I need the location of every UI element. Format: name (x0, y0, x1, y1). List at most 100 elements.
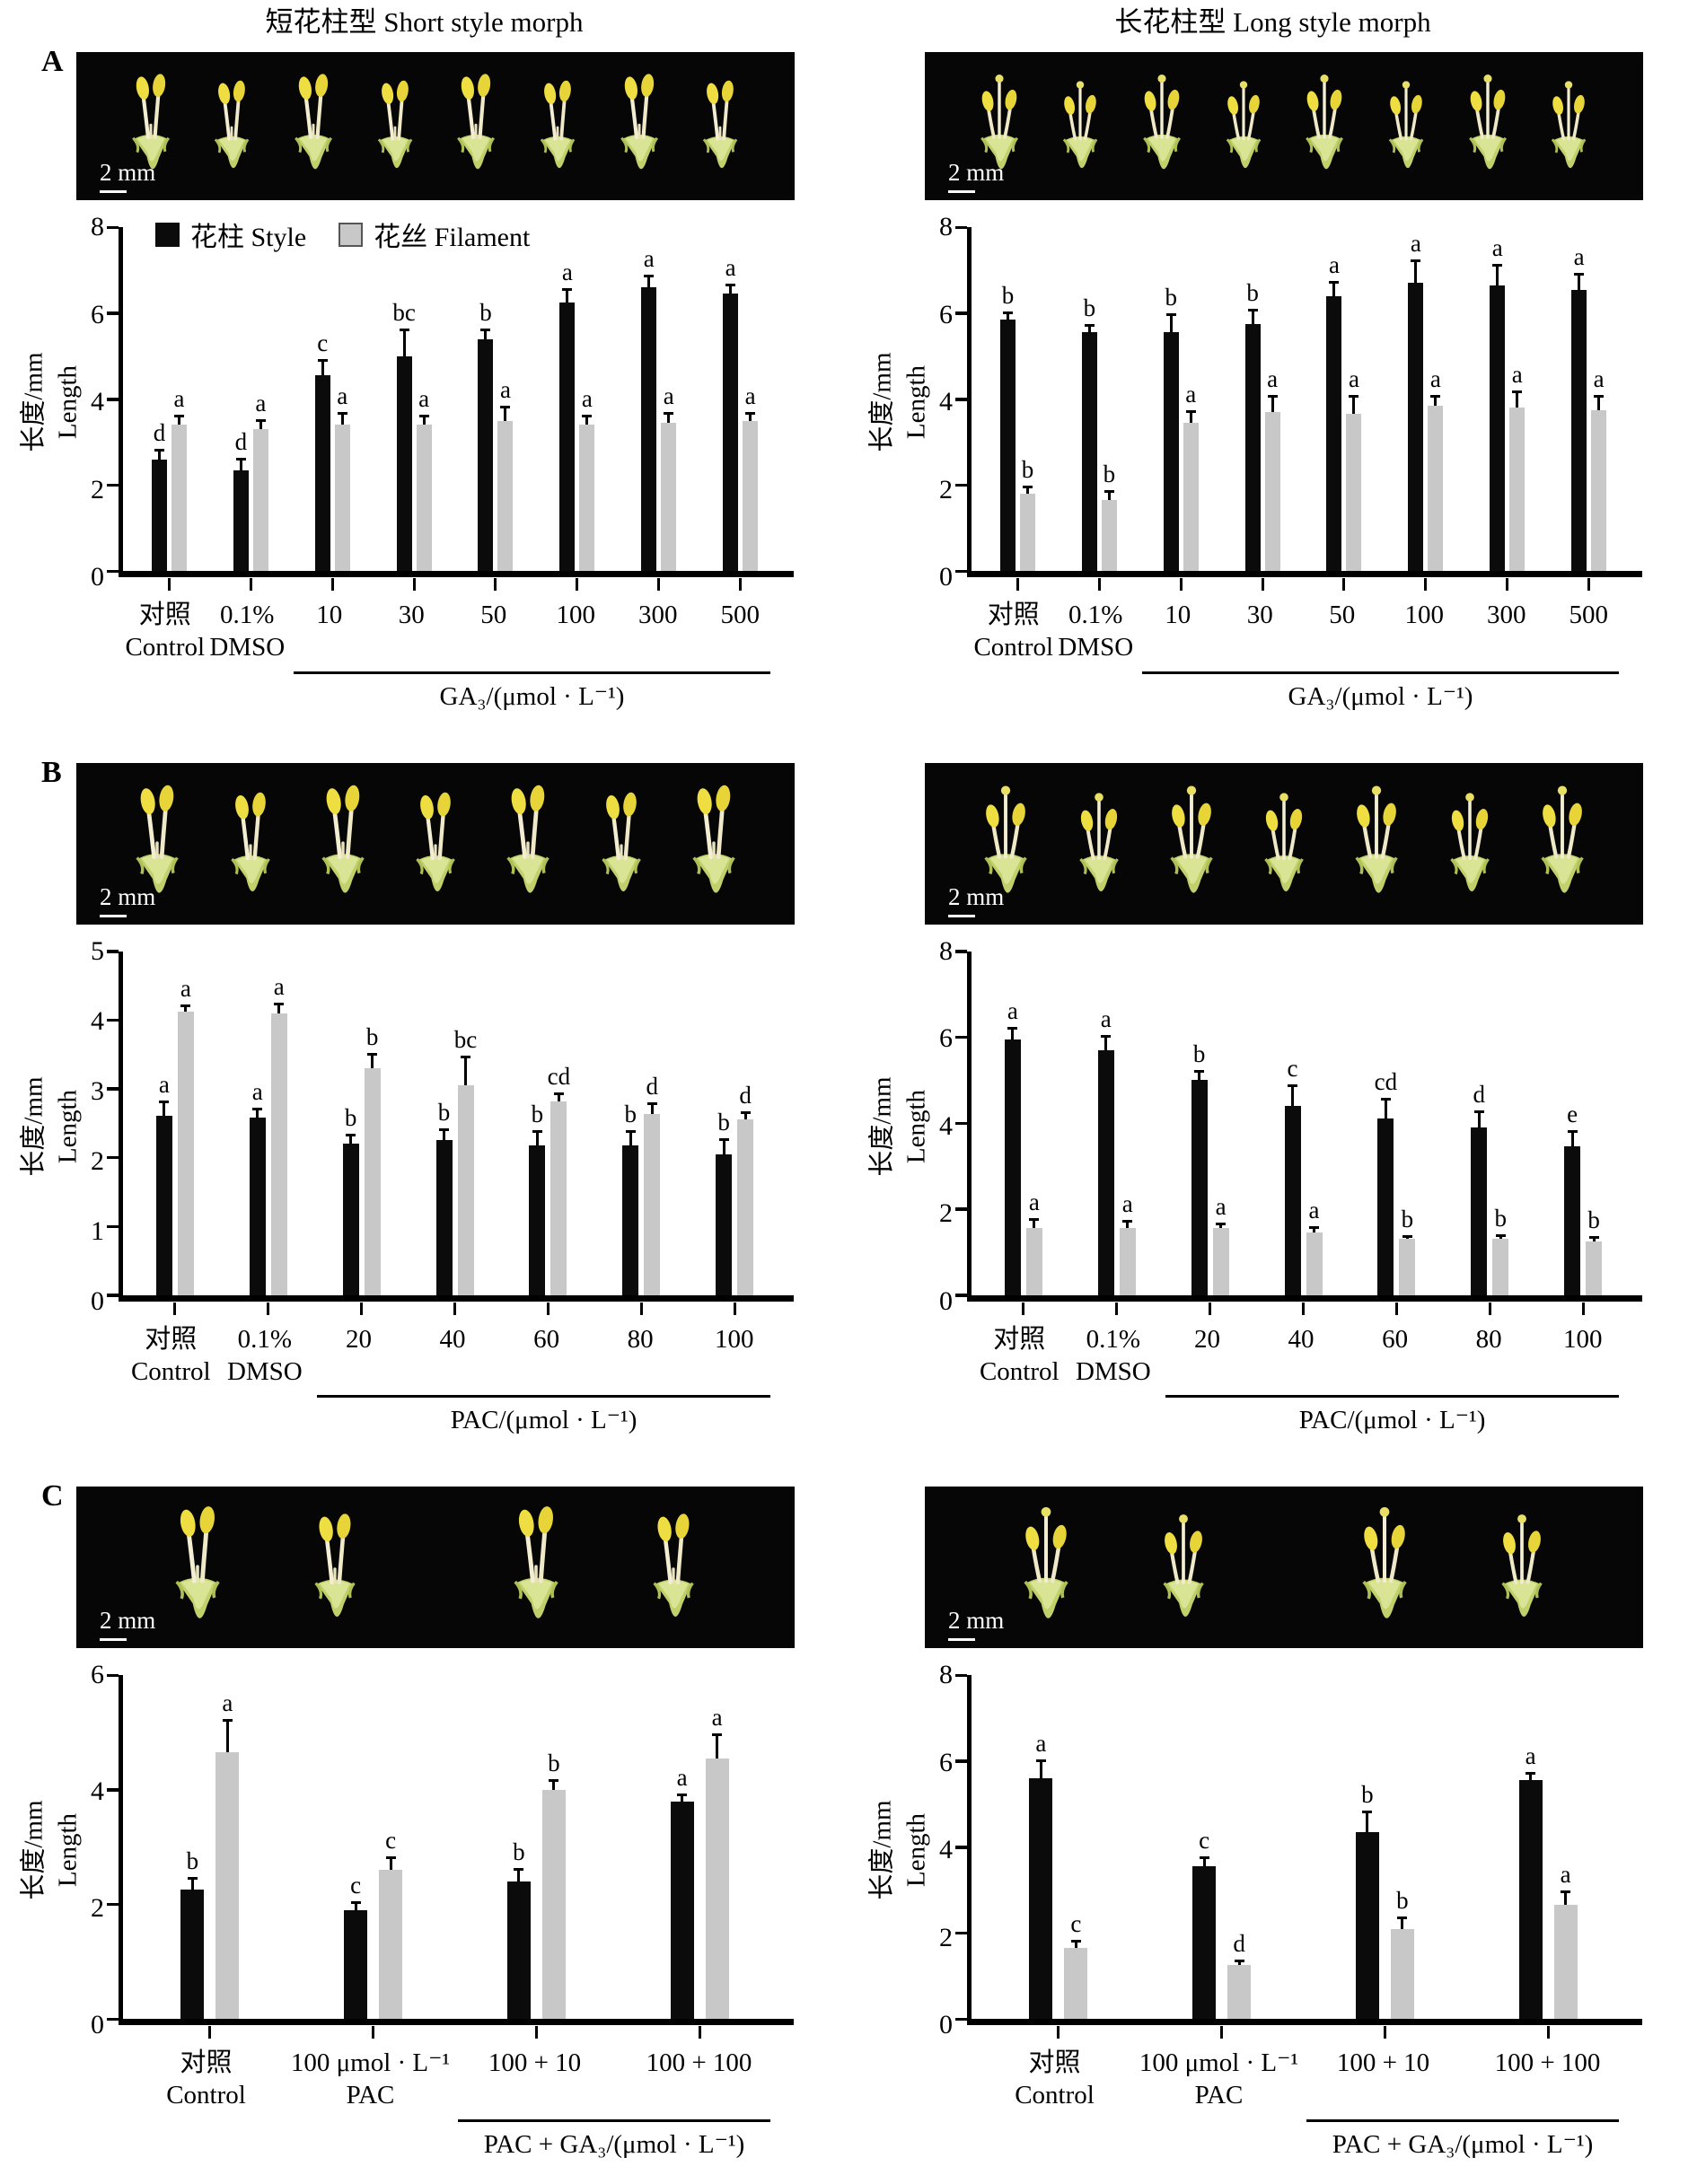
x-category-label: 80 (594, 1323, 688, 1389)
error-bar (1499, 1235, 1502, 1240)
error-bar-cap (562, 287, 573, 291)
x-category-label: 100 + 10 (453, 2047, 617, 2112)
treatment-group-row: PAC/(μmol · L⁻¹) (124, 1395, 781, 1472)
x-category-label: 对照 Control (124, 2047, 288, 2112)
significance-letter: c (385, 1827, 397, 1855)
error-bar (743, 1112, 747, 1120)
flower-illustration (295, 74, 332, 170)
x-category-line1: 20 (345, 1324, 372, 1354)
significance-letter: a (643, 245, 655, 273)
flower-illustration (1226, 81, 1261, 169)
significance-letter: b (1165, 284, 1177, 311)
y-tick-label: 0 (939, 1285, 953, 1316)
y-tick-label: 0 (91, 1285, 104, 1316)
significance-letter: b (344, 1103, 357, 1131)
x-category-line1: 100 (1404, 601, 1445, 630)
error-bar (1401, 1917, 1404, 1929)
significance-letter: b (624, 1101, 637, 1128)
flower-illustration (321, 785, 365, 893)
bar-rect (1377, 1118, 1394, 1295)
x-tick-mark (534, 2026, 538, 2039)
error-bar (552, 1781, 556, 1790)
bar-rect (155, 1116, 172, 1295)
filament-bar: b (364, 952, 381, 1295)
x-tick-mark (330, 578, 334, 592)
error-bar-cap (1574, 272, 1585, 276)
filament-bar: a (705, 1675, 729, 2020)
filament-bar: b (1019, 227, 1035, 572)
x-tick-mark (576, 578, 579, 592)
flower-illustration (175, 1506, 220, 1618)
error-bar-cap (1561, 1890, 1571, 1893)
flower-illustration (136, 785, 180, 893)
y-tick-label: 8 (939, 212, 953, 242)
filament-bar: a (1025, 952, 1042, 1295)
error-bar-cap (677, 1794, 688, 1797)
y-tick-label: 8 (939, 935, 953, 966)
plot-area: a a a a b b b bc b cd b d b d (107, 950, 794, 1315)
chart-C-short-morph: 长度/mm Length 0 2 4 6 b a c c b b a a 对照 Control 100 μmol… (19, 1662, 794, 2184)
style-bar: c (314, 227, 330, 572)
significance-letter: c (350, 1872, 362, 1899)
significance-letter: a (1308, 1197, 1320, 1224)
x-category-line1: 80 (627, 1324, 654, 1354)
error-bar (1169, 315, 1173, 333)
significance-letter: a (1121, 1190, 1133, 1218)
long-morph-title: 长花柱型 Long style morph (1114, 6, 1431, 38)
error-bar (1352, 397, 1356, 415)
short-morph-title: 短花柱型 Short style morph (265, 6, 584, 38)
significance-letter: c (1287, 1055, 1298, 1083)
filament-bar: d (737, 952, 754, 1295)
x-category-label: 0.1% DMSO (218, 1323, 312, 1389)
y-tick-label: 4 (91, 1776, 104, 1807)
y-tick-label: 4 (939, 387, 953, 417)
significance-letter: a (1593, 365, 1605, 393)
bar-rect (1097, 1049, 1114, 1295)
scale-bar-label: 2 mm (100, 159, 156, 187)
error-bar (321, 360, 324, 376)
y-axis-tick-labels: 0 1 2 3 4 5 (77, 937, 119, 1314)
error-bar (177, 416, 180, 425)
bar-rect (1509, 408, 1526, 572)
bar-rect (171, 425, 187, 572)
x-tick-mark (173, 1302, 177, 1315)
significance-letter: c (1070, 1909, 1082, 1937)
filament-bar: a (1264, 227, 1280, 572)
x-tick-mark (167, 578, 171, 592)
x-category-label: 0.1% DMSO (207, 599, 289, 664)
x-category-line2: DMSO (226, 1356, 303, 1386)
x-category-label: 20 (1160, 1323, 1254, 1389)
significance-letter: b (1396, 1886, 1409, 1914)
error-bar (190, 1878, 194, 1890)
error-bar-cap (399, 329, 409, 331)
treatment-underline: PAC + GA₃/(μmol · L⁻¹) (1306, 2118, 1619, 2161)
error-bar (517, 1870, 521, 1881)
x-tick-mark (1546, 2026, 1550, 2039)
panel-B-long-column: 2 mm 长度/mm Length 0 2 4 6 8 a a a a b a c a cd b d b e b 对照 Co… (848, 750, 1697, 1473)
x-category-line2: Control (979, 1356, 1060, 1386)
x-category-label: 30 (371, 599, 453, 664)
error-bar (402, 330, 406, 356)
error-bar (1011, 1028, 1015, 1039)
x-category-line2: PAC (1194, 2081, 1244, 2110)
style-bar: cd (1375, 952, 1397, 1295)
y-tick-label: 6 (939, 1023, 953, 1054)
x-category-line2: DMSO (1058, 633, 1134, 662)
error-bar (157, 451, 161, 460)
significance-letter: b (548, 1750, 560, 1777)
significance-letter: b (365, 1022, 379, 1050)
significance-letter: a (1028, 1188, 1040, 1215)
panel-A: A 2 mm 长度/mm Length 0 2 4 6 8 花柱 Style 花丝 Filame… (0, 39, 1697, 749)
significance-letter: a (663, 382, 674, 410)
chart-A-long-morph: 长度/mm Length 0 2 4 6 8 b b b b b a b a a a a a a a a a 对照 Contro… (867, 214, 1642, 749)
y-axis-tick-labels: 0 2 4 6 8 (926, 937, 967, 1314)
error-bar-cap (718, 1138, 729, 1142)
error-bar-cap (1194, 1069, 1205, 1073)
bar-rect (1119, 1228, 1136, 1295)
treatment-underline: GA₃/(μmol · L⁻¹) (1142, 671, 1619, 713)
